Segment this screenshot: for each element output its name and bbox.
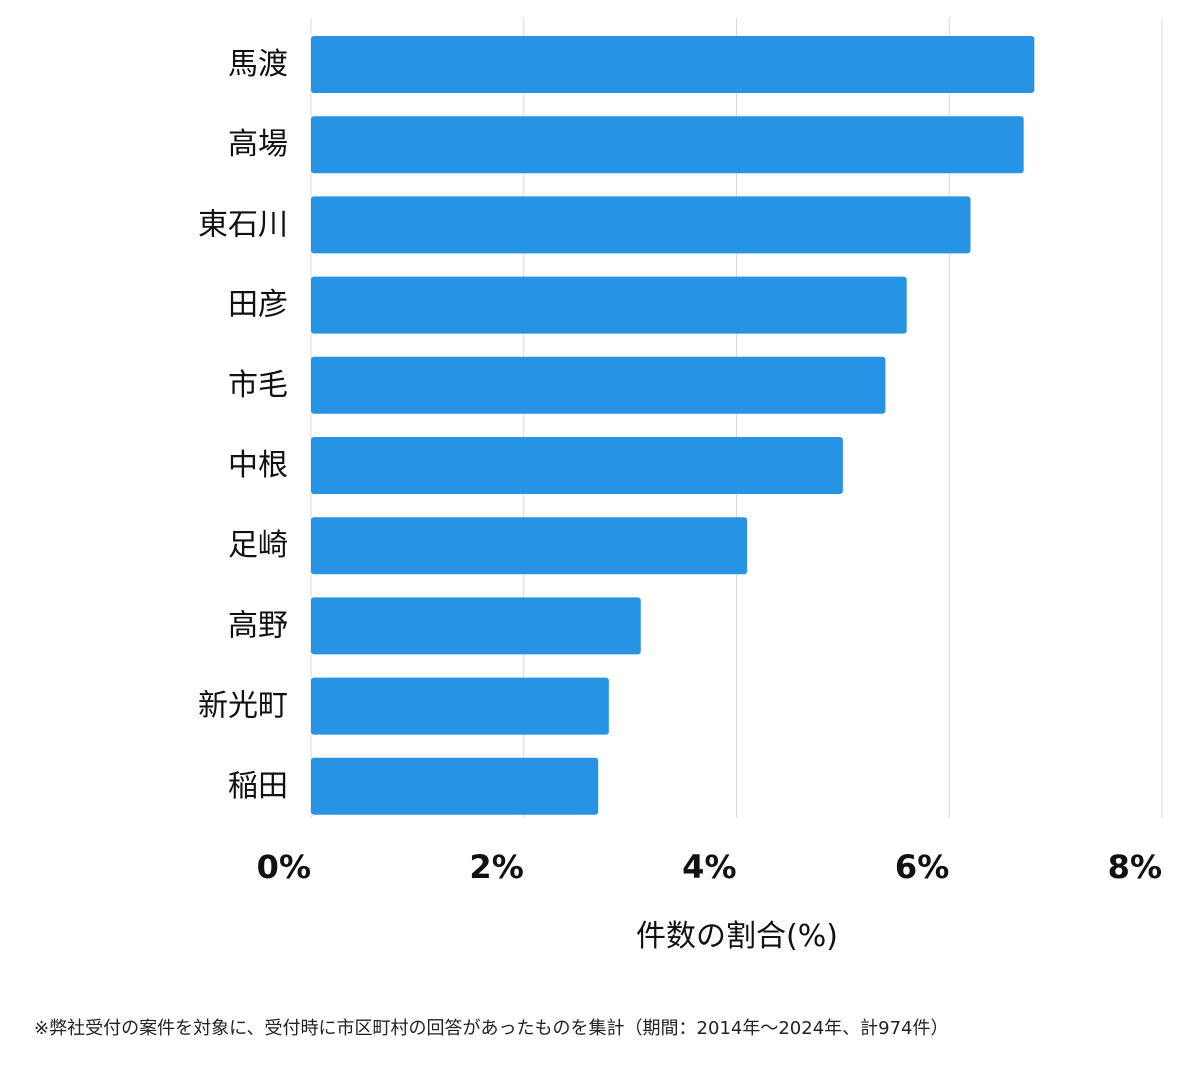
bar bbox=[311, 437, 843, 494]
x-tick-label: 2% bbox=[469, 848, 523, 886]
bar bbox=[311, 196, 971, 254]
category-label: 稲田 bbox=[228, 769, 288, 804]
category-label: 中根 bbox=[228, 448, 288, 483]
x-tick-label: 4% bbox=[682, 848, 736, 886]
category-label: 新光町 bbox=[198, 689, 288, 724]
category-label: 足崎 bbox=[228, 528, 288, 563]
x-tick-labels: 0% 2% 4% 6% 8% bbox=[257, 848, 1162, 886]
category-label: 田彦 bbox=[228, 288, 288, 323]
x-tick-label: 0% bbox=[257, 848, 311, 886]
footnote: ※弊社受付の案件を対象に、受付時に市区町村の回答があったものを集計（期間：201… bbox=[34, 1018, 949, 1039]
bar bbox=[311, 36, 1035, 93]
bars bbox=[311, 36, 1035, 815]
bar bbox=[311, 757, 599, 815]
x-axis-title: 件数の割合(%) bbox=[636, 919, 838, 954]
x-tick-label: 6% bbox=[895, 848, 949, 886]
bar bbox=[311, 677, 609, 735]
category-label: 高場 bbox=[228, 127, 288, 162]
bar bbox=[311, 597, 641, 655]
bar bbox=[311, 517, 748, 575]
bar bbox=[311, 356, 886, 414]
x-tick-label: 8% bbox=[1108, 848, 1162, 886]
category-label: 馬渡 bbox=[228, 47, 288, 82]
bar bbox=[311, 276, 907, 334]
category-label: 市毛 bbox=[228, 368, 288, 403]
bar bbox=[311, 116, 1024, 174]
category-label: 高野 bbox=[228, 608, 288, 643]
category-label: 東石川 bbox=[198, 207, 288, 242]
